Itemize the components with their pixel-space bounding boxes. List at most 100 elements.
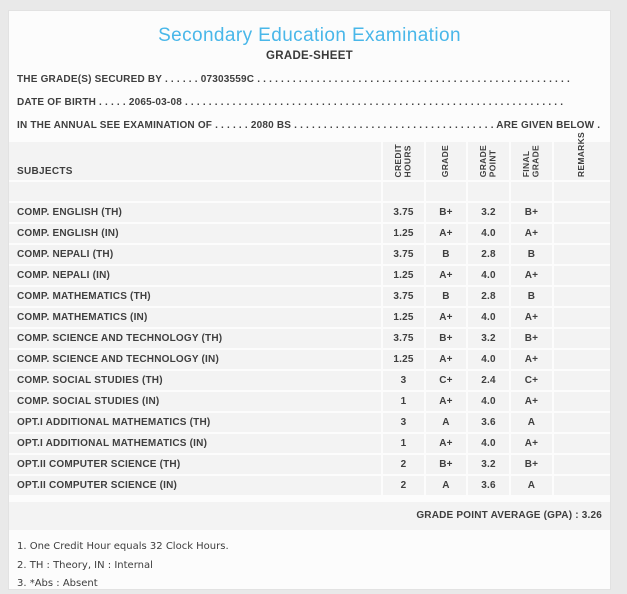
table-row: OPT.I ADDITIONAL MATHEMATICS (TH) 3 A 3.… (9, 413, 610, 432)
grade-point-cell: 3.6 (468, 413, 509, 432)
table-row: COMP. SCIENCE AND TECHNOLOGY (IN) 1.25 A… (9, 350, 610, 369)
credit-hours-cell: 1.25 (383, 224, 424, 243)
remarks-cell (554, 224, 610, 243)
info-line-grades-secured-by: THE GRADE(S) SECURED BY . . . . . . 0730… (17, 74, 570, 85)
footnotes: 1. One Credit Hour equals 32 Clock Hours… (17, 538, 602, 594)
subject-cell: COMP. NEPALI (IN) (9, 266, 381, 285)
table-row: COMP. NEPALI (IN) 1.25 A+ 4.0 A+ (9, 266, 610, 285)
remarks-cell (554, 203, 610, 222)
final-grade-cell: A (511, 413, 552, 432)
grade-cell (426, 182, 466, 201)
subject-cell: OPT.I ADDITIONAL MATHEMATICS (IN) (9, 434, 381, 453)
remarks-cell (554, 371, 610, 390)
table-row: COMP. ENGLISH (IN) 1.25 A+ 4.0 A+ (9, 224, 610, 243)
table-row: OPT.II COMPUTER SCIENCE (TH) 2 B+ 3.2 B+ (9, 455, 610, 474)
subject-cell: OPT.II COMPUTER SCIENCE (IN) (9, 476, 381, 495)
credit-hours-cell: 1 (383, 392, 424, 411)
grade-point-cell: 2.8 (468, 245, 509, 264)
column-header-remarks: REMARKS (554, 132, 610, 180)
footnote-absent: 3. *Abs : Absent (17, 578, 98, 589)
grade-cell: A+ (426, 266, 466, 285)
remarks-cell (554, 329, 610, 348)
final-grade-cell: A+ (511, 266, 552, 285)
grade-point-cell: 4.0 (468, 266, 509, 285)
grade-point-cell: 3.6 (468, 476, 509, 495)
final-grade-cell: A+ (511, 308, 552, 327)
info-line-examination-year: IN THE ANNUAL SEE EXAMINATION OF . . . .… (17, 120, 602, 131)
grade-point-cell (468, 182, 509, 201)
table-row: OPT.II COMPUTER SCIENCE (IN) 2 A 3.6 A (9, 476, 610, 495)
grade-cell: B+ (426, 203, 466, 222)
grade-point-cell: 3.2 (468, 455, 509, 474)
table-header-row: SUBJECTS CREDIT HOURS GRADE GRADE POINT … (9, 132, 610, 180)
grade-cell: A+ (426, 308, 466, 327)
credit-hours-cell: 3.75 (383, 287, 424, 306)
grade-cell: A (426, 476, 466, 495)
grade-point-cell: 4.0 (468, 350, 509, 369)
credit-hours-cell (383, 182, 424, 201)
remarks-cell (554, 350, 610, 369)
column-header-subjects: SUBJECTS (9, 142, 381, 180)
remarks-cell (554, 308, 610, 327)
footnote-credit-hours: 1. One Credit Hour equals 32 Clock Hours… (17, 541, 229, 552)
final-grade-cell: B+ (511, 203, 552, 222)
subject-cell (9, 182, 381, 201)
table-row: COMP. SOCIAL STUDIES (IN) 1 A+ 4.0 A+ (9, 392, 610, 411)
grade-cell: A+ (426, 224, 466, 243)
grade-point-cell: 4.0 (468, 434, 509, 453)
credit-hours-cell: 3.75 (383, 329, 424, 348)
grade-cell: A+ (426, 350, 466, 369)
column-header-grade: GRADE (426, 142, 466, 180)
final-grade-cell: A+ (511, 224, 552, 243)
subject-cell: OPT.I ADDITIONAL MATHEMATICS (TH) (9, 413, 381, 432)
remarks-cell (554, 413, 610, 432)
final-grade-cell: B+ (511, 455, 552, 474)
table-row: COMP. NEPALI (TH) 3.75 B 2.8 B (9, 245, 610, 264)
credit-hours-cell: 1 (383, 434, 424, 453)
subject-cell: COMP. ENGLISH (TH) (9, 203, 381, 222)
grade-cell: A+ (426, 392, 466, 411)
credit-hours-cell: 3 (383, 413, 424, 432)
grade-point-cell: 4.0 (468, 392, 509, 411)
grade-cell: A+ (426, 434, 466, 453)
remarks-cell (554, 266, 610, 285)
credit-hours-cell: 1.25 (383, 266, 424, 285)
column-header-credit-hours: CREDIT HOURS (383, 142, 424, 180)
subject-cell: COMP. SOCIAL STUDIES (TH) (9, 371, 381, 390)
credit-hours-cell: 3.75 (383, 245, 424, 264)
final-grade-cell: A+ (511, 434, 552, 453)
table-row: COMP. SCIENCE AND TECHNOLOGY (TH) 3.75 B… (9, 329, 610, 348)
grade-cell: C+ (426, 371, 466, 390)
remarks-cell (554, 392, 610, 411)
subject-cell: COMP. MATHEMATICS (IN) (9, 308, 381, 327)
grade-sheet-subtitle: GRADE-SHEET (265, 50, 353, 62)
grade-point-cell: 2.8 (468, 287, 509, 306)
subject-cell: COMP. MATHEMATICS (TH) (9, 287, 381, 306)
subject-cell: COMP. SCIENCE AND TECHNOLOGY (TH) (9, 329, 381, 348)
grade-point-cell: 4.0 (468, 224, 509, 243)
table-row: COMP. MATHEMATICS (IN) 1.25 A+ 4.0 A+ (9, 308, 610, 327)
final-grade-cell: A+ (511, 392, 552, 411)
table-row: COMP. ENGLISH (TH) 3.75 B+ 3.2 B+ (9, 203, 610, 222)
remarks-cell (554, 455, 610, 474)
grade-cell: B+ (426, 455, 466, 474)
table-row (9, 182, 610, 201)
footnote-theory-internal: 2. TH : Theory, IN : Internal (17, 559, 153, 571)
subject-cell: OPT.II COMPUTER SCIENCE (TH) (9, 455, 381, 474)
grade-table: SUBJECTS CREDIT HOURS GRADE GRADE POINT … (9, 132, 610, 495)
final-grade-cell (511, 182, 552, 201)
credit-hours-cell: 1.25 (383, 308, 424, 327)
info-line-date-of-birth: DATE OF BIRTH . . . . . 2065-03-08 . . .… (17, 97, 564, 108)
grade-point-cell: 3.2 (468, 203, 509, 222)
column-header-final-grade: FINAL GRADE (511, 142, 552, 180)
grade-cell: B (426, 287, 466, 306)
final-grade-cell: B (511, 245, 552, 264)
final-grade-cell: A+ (511, 350, 552, 369)
subject-cell: COMP. SCIENCE AND TECHNOLOGY (IN) (9, 350, 381, 369)
credit-hours-cell: 3.75 (383, 203, 424, 222)
final-grade-cell: A (511, 476, 552, 495)
subject-cell: COMP. NEPALI (TH) (9, 245, 381, 264)
grade-point-cell: 2.4 (468, 371, 509, 390)
credit-hours-cell: 2 (383, 476, 424, 495)
subject-cell: COMP. SOCIAL STUDIES (IN) (9, 392, 381, 411)
